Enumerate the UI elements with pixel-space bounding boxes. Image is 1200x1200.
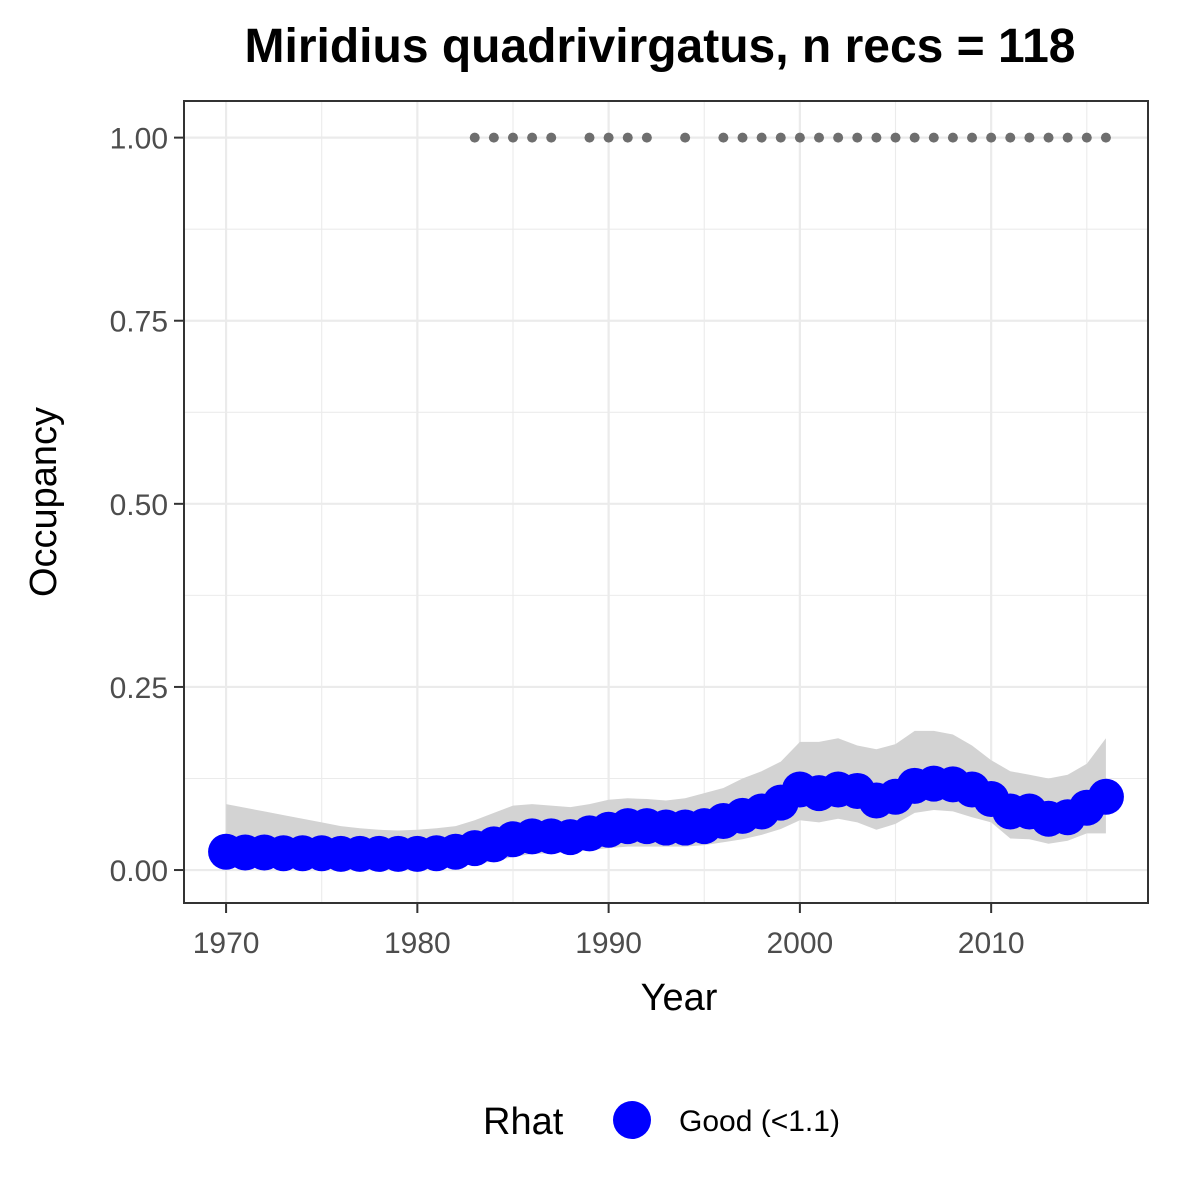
- record-year-point: [756, 132, 767, 143]
- legend-key-circle: [613, 1101, 651, 1139]
- x-tick-label: 2010: [958, 927, 1025, 960]
- record-year-point: [871, 132, 882, 143]
- record-year-point: [986, 132, 997, 143]
- y-axis-title: Occupancy: [23, 407, 65, 597]
- record-year-point: [814, 132, 825, 143]
- y-tick-label: 0.25: [110, 672, 168, 705]
- y-tick-label: 0.75: [110, 306, 168, 339]
- record-year-point: [527, 132, 538, 143]
- record-year-point: [488, 132, 499, 143]
- record-year-point: [1100, 132, 1111, 143]
- plot-border: [183, 100, 1149, 904]
- record-year-point: [546, 132, 557, 143]
- record-year-point: [1043, 132, 1054, 143]
- x-axis: 1970 1980 1990 2000 2010: [193, 903, 1025, 960]
- chart-title: Miridius quadrivirgatus, n recs = 118: [245, 20, 1076, 73]
- y-tick-label: 0.00: [110, 855, 168, 888]
- legend: Rhat Good (<1.1): [483, 1101, 840, 1143]
- record-year-point: [947, 132, 958, 143]
- credible-interval-ribbon: [226, 730, 1106, 867]
- record-year-point: [1062, 132, 1073, 143]
- record-year-point: [584, 132, 595, 143]
- x-tick-label: 2000: [767, 927, 834, 960]
- grid-lines: [184, 101, 1148, 903]
- record-year-point: [1081, 132, 1092, 143]
- legend-label: Good (<1.1): [679, 1105, 840, 1138]
- record-year-point: [1024, 132, 1035, 143]
- record-year-point: [833, 132, 844, 143]
- record-year-points: [469, 132, 1111, 143]
- x-axis-title: Year: [641, 977, 718, 1019]
- record-year-point: [603, 132, 614, 143]
- record-year-point: [909, 132, 920, 143]
- x-tick-label: 1990: [575, 927, 642, 960]
- y-tick-label: 0.50: [110, 489, 168, 522]
- record-year-point: [967, 132, 978, 143]
- record-year-point: [641, 132, 652, 143]
- record-year-point: [1005, 132, 1016, 143]
- record-year-point: [890, 132, 901, 143]
- y-tick-label: 1.00: [110, 123, 168, 156]
- record-year-point: [737, 132, 748, 143]
- occupancy-point: [1087, 778, 1124, 815]
- record-year-point: [775, 132, 786, 143]
- legend-title: Rhat: [483, 1101, 564, 1143]
- record-year-point: [928, 132, 939, 143]
- record-year-point: [622, 132, 633, 143]
- x-tick-label: 1980: [384, 927, 451, 960]
- record-year-point: [469, 132, 480, 143]
- x-tick-label: 1970: [193, 927, 260, 960]
- record-year-point: [794, 132, 805, 143]
- record-year-point: [680, 132, 691, 143]
- y-axis: 0.00 0.25 0.50 0.75 1.00: [110, 123, 184, 888]
- record-year-point: [852, 132, 863, 143]
- record-year-point: [718, 132, 729, 143]
- occupancy-points: [208, 765, 1124, 872]
- record-year-point: [507, 132, 518, 143]
